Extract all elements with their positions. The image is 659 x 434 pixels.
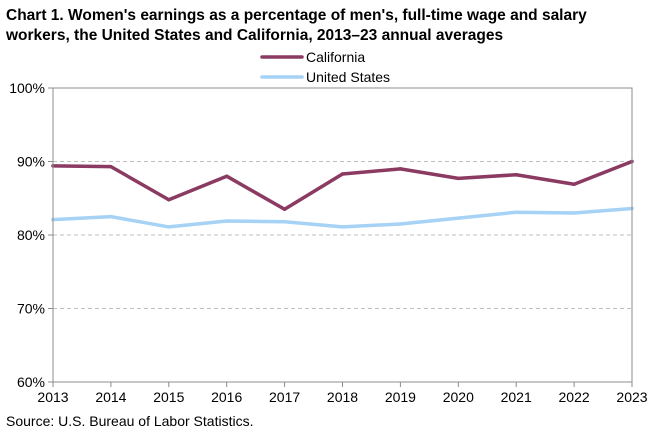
data-point-california <box>282 207 287 211</box>
data-point-united-states <box>225 219 229 223</box>
x-tick-label: 2015 <box>153 389 184 405</box>
data-point-california <box>167 198 171 202</box>
data-point-united-states <box>109 214 113 219</box>
x-tick-label: 2021 <box>501 389 532 405</box>
y-tick-label: 80% <box>17 227 45 243</box>
data-point-california <box>225 174 229 178</box>
data-point-california <box>514 173 518 177</box>
legend-label-california: California <box>306 49 365 65</box>
data-point-california <box>456 176 460 181</box>
data-point-california <box>572 182 576 186</box>
data-point-california <box>340 172 345 176</box>
data-point-california <box>398 167 403 171</box>
x-tick-label: 2017 <box>269 389 300 405</box>
y-tick-label: 100% <box>9 80 45 96</box>
legend-label-united-states: United States <box>306 69 390 85</box>
series-lines <box>51 159 634 229</box>
data-point-united-states <box>398 222 403 226</box>
data-point-california <box>109 164 113 169</box>
x-tick-label: 2019 <box>385 389 416 405</box>
y-tick-label: 70% <box>17 301 45 317</box>
data-point-united-states <box>282 220 287 224</box>
x-tick-label: 2014 <box>95 389 126 405</box>
data-point-united-states <box>167 225 171 229</box>
y-tick-label: 60% <box>17 374 45 390</box>
series-line-california <box>51 159 634 212</box>
axes: 60% 70% 80% 90% 100% 2013 2014 2015 2016 2017 2018… <box>9 80 648 405</box>
chart-title: Chart 1. Women's earnings as a percentag… <box>6 7 587 44</box>
data-point-united-states <box>340 225 345 229</box>
x-tick-label: 2018 <box>327 389 358 405</box>
x-tick-label: 2023 <box>616 389 647 405</box>
data-point-united-states <box>456 216 460 220</box>
source-note: Source: U.S. Bureau of Labor Statistics. <box>6 413 254 429</box>
data-point-united-states <box>572 211 576 215</box>
series-line-united-states <box>51 206 634 229</box>
x-tick-label: 2022 <box>559 389 590 405</box>
x-tick-label: 2020 <box>443 389 474 405</box>
x-tick-label: 2013 <box>37 389 68 405</box>
x-tick-label: 2016 <box>211 389 242 405</box>
legend: California United States <box>260 49 390 85</box>
y-tick-label: 90% <box>17 154 45 170</box>
gridlines <box>53 161 632 309</box>
data-point-united-states <box>514 210 518 214</box>
